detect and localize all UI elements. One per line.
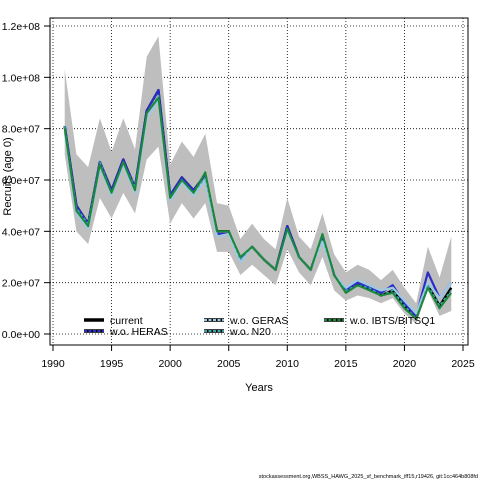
- grid-lines: [50, 18, 468, 345]
- y-tick-label: 6.0e+07: [2, 175, 40, 187]
- legend-item: w.o. GERAS: [204, 315, 288, 327]
- footer-source-text: stockassessment.org,WBSS_HAWG_2025_sf_be…: [259, 474, 478, 480]
- y-tick-label: 1.0e+08: [2, 72, 40, 84]
- x-tick-label: 2010: [276, 358, 300, 370]
- y-tick-label: 1.2e+08: [2, 21, 40, 33]
- series-line-w-o-ibts-bitsq1: [63, 96, 453, 320]
- x-axis: 1990 1995 2000 2005 2010 2015 2020 2025: [41, 344, 475, 370]
- x-axis-title: Years: [245, 382, 273, 394]
- legend-label: w.o. GERAS: [229, 315, 288, 327]
- legend-item: w.o. HERAS: [84, 326, 168, 338]
- y-tick-label: 4.0e+07: [2, 226, 40, 238]
- legend-label: w.o. IBTS/BITSQ1: [349, 315, 435, 327]
- legend-item: w.o. N20: [204, 326, 271, 338]
- legend-item: current: [84, 315, 143, 327]
- x-tick-label: 2015: [334, 358, 358, 370]
- y-tick-label: 8.0e+07: [2, 124, 40, 136]
- legend-label: w.o. HERAS: [109, 326, 168, 338]
- y-tick-label: 2.0e+07: [2, 278, 40, 290]
- x-tick-label: 2025: [451, 358, 475, 370]
- x-tick-label: 2020: [393, 358, 417, 370]
- x-tick-label: 1990: [41, 358, 65, 370]
- legend-item: w.o. IBTS/BITSQ1: [324, 315, 435, 327]
- legend-label: w.o. N20: [229, 326, 271, 338]
- y-axis-title: Recruits (age 0): [2, 137, 14, 215]
- x-tick-label: 2000: [158, 358, 182, 370]
- series-lines: [63, 88, 453, 320]
- y-axis: 0.0e+00 2.0e+07 4.0e+07 6.0e+07 8.0e+07 1.0e+…: [2, 21, 50, 341]
- legend-label: current: [110, 315, 143, 327]
- y-tick-label: 0.0e+00: [2, 329, 40, 341]
- x-tick-label: 1995: [100, 358, 124, 370]
- x-tick-label: 2005: [217, 358, 241, 370]
